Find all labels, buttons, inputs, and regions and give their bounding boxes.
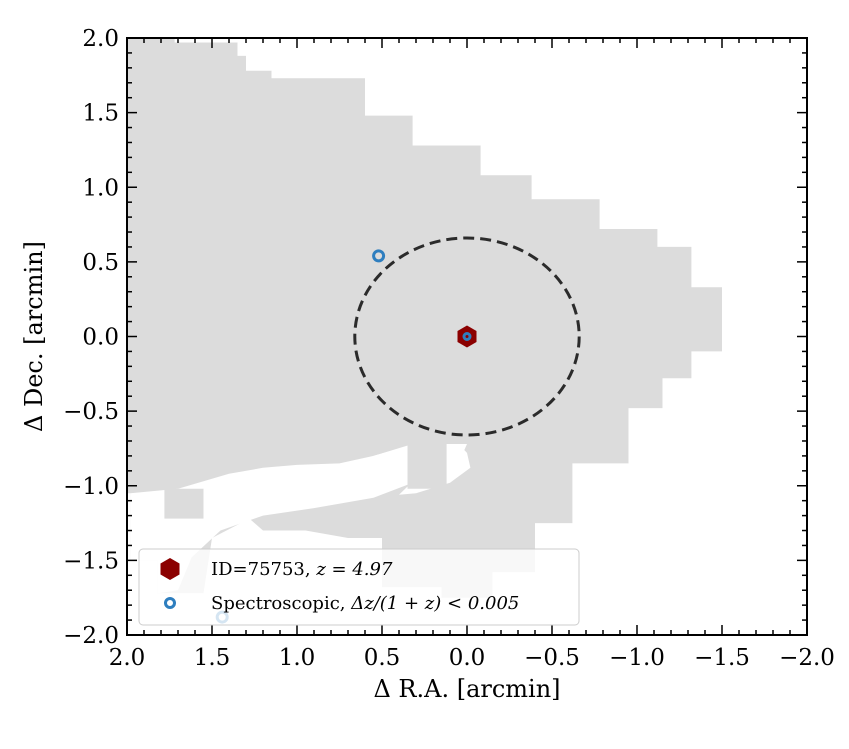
x-tick-label: 1.0 <box>279 645 316 671</box>
y-tick-label: −1.0 <box>63 474 119 500</box>
x-tick-label: −1.5 <box>694 645 750 671</box>
legend-label-0: ID=75753, z = 4.97 <box>211 559 393 580</box>
y-tick-label: 1.5 <box>82 101 119 127</box>
legend-label-text-1: Spectroscopic, <box>211 593 351 614</box>
coverage-patch-1 <box>407 443 447 489</box>
x-tick-label: 0.5 <box>364 645 401 671</box>
legend-label-math-1: Δz/(1 + z) < 0.005 <box>350 593 519 614</box>
spectroscopic-point-0 <box>462 332 472 341</box>
legend-box <box>138 548 580 626</box>
plot-area <box>127 38 722 624</box>
coverage-region <box>127 38 722 598</box>
y-tick-label: 1.0 <box>82 175 119 201</box>
uncovered-region-0 <box>130 444 467 594</box>
legend-label-math-0: z = 4.97 <box>315 559 393 580</box>
y-tick-label: 2.0 <box>82 26 119 52</box>
x-tick-label: 2.0 <box>109 645 146 671</box>
y-tick-label: 0.0 <box>82 325 119 351</box>
axes: 2.0 1.5 1.0 0.5 0.0 −0.5 −1.0 −1.5 −2.02.01.51.0… <box>63 26 835 671</box>
plot-content <box>127 38 722 624</box>
target-galaxy-marker <box>457 325 477 348</box>
y-tick-label: −2.0 <box>63 623 119 649</box>
aperture-circle <box>353 236 581 437</box>
legend-label-text-0: ID=75753, <box>211 559 316 580</box>
y-tick-label: 0.5 <box>82 250 119 276</box>
x-tick-label: −0.5 <box>524 645 580 671</box>
x-tick-label: 1.5 <box>194 645 231 671</box>
x-tick-label: 0.0 <box>449 645 486 671</box>
y-tick-label: −1.5 <box>63 548 119 574</box>
legend-marker-0 <box>160 558 180 580</box>
x-tick-label: −2.0 <box>779 645 835 671</box>
coverage-patch-0 <box>164 488 204 519</box>
legend-label-1: Spectroscopic, Δz/(1 + z) < 0.005 <box>211 593 519 614</box>
y-tick-label: −0.5 <box>63 399 119 425</box>
legend-marker-1 <box>164 597 176 609</box>
legend: ID=75753, z = 4.97 Spectroscopic, Δz/(1 +… <box>138 548 580 626</box>
y-axis-label: Δ Dec. [arcmin] <box>20 241 48 432</box>
spectroscopic-point-1 <box>372 249 386 263</box>
x-axis-label: Δ R.A. [arcmin] <box>373 675 560 703</box>
x-tick-label: −1.0 <box>609 645 665 671</box>
